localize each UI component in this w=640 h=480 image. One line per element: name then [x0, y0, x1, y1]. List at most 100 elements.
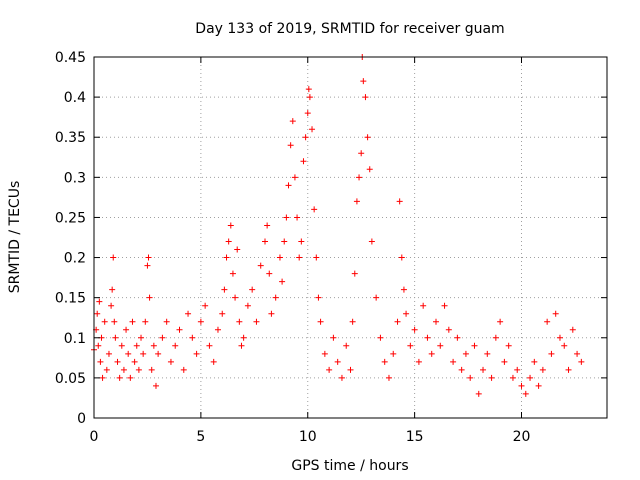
data-point	[351, 270, 358, 277]
data-point	[349, 318, 356, 325]
data-point	[527, 374, 534, 381]
x-tick-label: 0	[90, 429, 99, 445]
data-point	[403, 310, 410, 317]
y-tick-label: 0.15	[55, 291, 86, 307]
data-point	[343, 342, 350, 349]
data-point	[396, 198, 403, 205]
data-point	[105, 350, 112, 357]
data-point	[114, 358, 121, 365]
data-point	[578, 358, 585, 365]
data-point	[167, 358, 174, 365]
data-point	[548, 350, 555, 357]
data-point	[377, 334, 384, 341]
data-point	[531, 358, 538, 365]
data-point	[281, 238, 288, 245]
data-point	[360, 78, 367, 85]
data-point	[289, 118, 296, 125]
data-point	[407, 342, 414, 349]
data-point	[264, 222, 271, 229]
data-point	[385, 374, 392, 381]
data-point	[172, 342, 179, 349]
chart-title: Day 133 of 2019, SRMTID for receiver gua…	[195, 21, 504, 37]
data-point	[108, 302, 115, 309]
data-point	[227, 222, 234, 229]
data-point	[294, 214, 301, 221]
data-point	[94, 310, 101, 317]
data-point	[565, 366, 572, 373]
data-point	[467, 374, 474, 381]
y-tick-label: 0.2	[64, 251, 86, 267]
data-point	[283, 214, 290, 221]
data-point	[125, 350, 132, 357]
data-point	[300, 158, 307, 165]
data-point	[268, 310, 275, 317]
data-point	[311, 206, 318, 213]
data-point	[353, 198, 360, 205]
x-tick-label: 20	[513, 429, 531, 445]
data-point	[437, 342, 444, 349]
data-point	[522, 390, 529, 397]
data-point	[103, 366, 110, 373]
data-point	[330, 334, 337, 341]
data-point	[458, 366, 465, 373]
data-point	[544, 318, 551, 325]
data-point	[428, 350, 435, 357]
data-point	[197, 318, 204, 325]
data-point	[356, 174, 363, 181]
data-point	[131, 358, 138, 365]
data-point	[142, 318, 149, 325]
data-point	[150, 342, 157, 349]
data-point	[441, 302, 448, 309]
data-point	[111, 318, 118, 325]
data-point	[366, 166, 373, 173]
data-point	[236, 318, 243, 325]
data-point	[569, 326, 576, 333]
data-point	[96, 298, 103, 305]
data-point	[296, 254, 303, 261]
data-point	[127, 374, 134, 381]
y-tick-label: 0.05	[55, 371, 86, 387]
data-point	[368, 238, 375, 245]
data-point	[95, 342, 102, 349]
data-point	[445, 326, 452, 333]
data-point	[193, 350, 200, 357]
data-point	[291, 174, 298, 181]
data-point	[358, 150, 365, 157]
data-point	[287, 142, 294, 149]
data-point	[118, 342, 125, 349]
data-point	[484, 350, 491, 357]
data-point	[338, 374, 345, 381]
data-point	[364, 134, 371, 141]
data-point	[362, 94, 369, 101]
data-point	[202, 302, 209, 309]
data-point	[214, 326, 221, 333]
data-point	[133, 342, 140, 349]
data-point	[390, 350, 397, 357]
data-point	[381, 358, 388, 365]
data-point	[450, 358, 457, 365]
data-point	[321, 350, 328, 357]
data-point	[309, 126, 316, 133]
data-point	[146, 294, 153, 301]
data-point	[101, 318, 108, 325]
data-point	[285, 182, 292, 189]
data-point	[462, 350, 469, 357]
data-point	[99, 374, 106, 381]
data-point	[518, 382, 525, 389]
data-point	[144, 262, 151, 269]
data-point	[497, 318, 504, 325]
data-point	[561, 342, 568, 349]
y-tick-label: 0.45	[55, 50, 86, 66]
data-point	[552, 310, 559, 317]
data-point	[298, 238, 305, 245]
data-point	[305, 86, 312, 93]
data-point	[306, 94, 313, 101]
data-point	[176, 326, 183, 333]
data-point	[492, 334, 499, 341]
data-point	[123, 326, 130, 333]
data-point	[225, 238, 232, 245]
data-point	[505, 342, 512, 349]
data-point	[138, 334, 145, 341]
data-point	[433, 318, 439, 325]
